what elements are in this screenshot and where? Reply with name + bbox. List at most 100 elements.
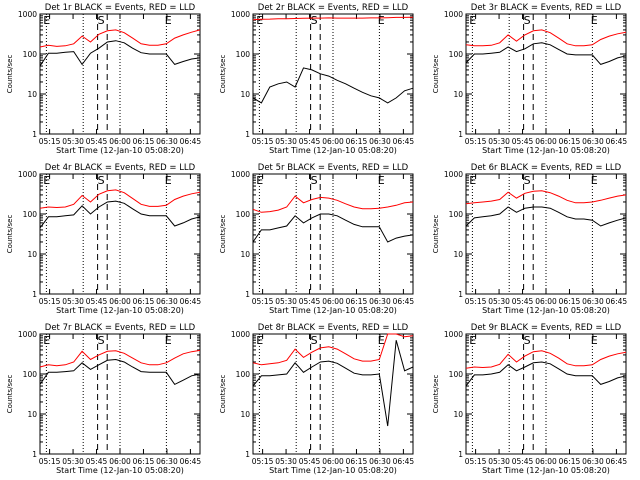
y-tick-label: 1000 — [18, 170, 37, 179]
y-tick-label: 10 — [27, 90, 37, 99]
x-tick-label: 06:00 — [535, 137, 557, 146]
x-tick-label: 06:45 — [180, 457, 202, 466]
y-tick-label: 10 — [240, 90, 250, 99]
x-tick-label: 06:30 — [369, 137, 391, 146]
x-tick-label: 06:30 — [156, 137, 178, 146]
y-tick-label: 10 — [240, 250, 250, 259]
x-tick-label: 06:15 — [346, 137, 368, 146]
events-series-line — [252, 213, 414, 243]
x-tick-label: 06:00 — [322, 297, 344, 306]
y-tick-label: 100 — [236, 210, 251, 219]
marker-label: E — [43, 14, 50, 27]
x-axis-label: Start Time (12-Jan-10 05:08:20) — [269, 466, 397, 475]
panel-title: Det 5r BLACK = Events, RED = LLD — [258, 163, 409, 173]
x-tick-label: 06:00 — [322, 137, 344, 146]
lld-series-line — [252, 333, 414, 366]
marker-label: S — [98, 14, 105, 27]
x-tick-label: 06:15 — [133, 297, 155, 306]
y-tick-label: 1000 — [231, 330, 250, 339]
y-tick-label: 1000 — [18, 330, 37, 339]
marker-label: S — [311, 334, 318, 347]
events-series-line — [465, 206, 627, 227]
y-tick-label: 10 — [27, 410, 37, 419]
y-axis-label: Counts/sec — [6, 375, 14, 414]
y-tick-label: 100 — [449, 50, 464, 59]
y-tick-label: 1 — [32, 290, 37, 299]
y-axis-label: Counts/sec — [432, 375, 440, 414]
y-tick-label: 1 — [245, 130, 250, 139]
y-tick-label: 100 — [449, 210, 464, 219]
x-axis-label: Start Time (12-Jan-10 05:08:20) — [269, 146, 397, 155]
x-tick-label: 05:30 — [275, 457, 297, 466]
panel-title: Det 4r BLACK = Events, RED = LLD — [45, 163, 196, 173]
x-tick-label: 05:15 — [465, 457, 487, 466]
x-tick-label: 05:15 — [465, 137, 487, 146]
x-tick-label: 06:00 — [109, 137, 131, 146]
x-tick-label: 05:15 — [252, 457, 274, 466]
x-tick-label: 06:45 — [180, 137, 202, 146]
marker-label: S — [98, 334, 105, 347]
y-tick-label: 1000 — [444, 10, 463, 19]
lld-series-line — [465, 29, 627, 47]
x-tick-label: 06:00 — [109, 457, 131, 466]
x-tick-label: 06:30 — [582, 457, 604, 466]
lld-series-line — [252, 16, 414, 21]
x-tick-label: 06:30 — [369, 457, 391, 466]
x-tick-label: 05:30 — [488, 297, 510, 306]
x-tick-label: 05:15 — [39, 457, 61, 466]
x-tick-label: 05:45 — [86, 457, 108, 466]
y-axis-label: Counts/sec — [432, 55, 440, 94]
panel-det-7: Det 7r BLACK = Events, RED = LLD 1 10 100 10… — [6, 323, 201, 475]
marker-label: E — [256, 174, 263, 187]
x-axis-label: Start Time (12-Jan-10 05:08:20) — [56, 466, 184, 475]
lld-series-line — [465, 350, 627, 369]
x-tick-label: 06:45 — [393, 457, 415, 466]
events-series-line — [465, 361, 627, 387]
x-tick-label: 06:15 — [346, 457, 368, 466]
lld-series-line — [39, 349, 201, 368]
x-tick-label: 05:30 — [62, 297, 84, 306]
y-tick-label: 100 — [23, 50, 38, 59]
y-tick-label: 1 — [245, 450, 250, 459]
x-tick-label: 06:45 — [606, 137, 628, 146]
x-tick-label: 05:45 — [299, 297, 321, 306]
y-tick-label: 1 — [458, 130, 463, 139]
x-tick-label: 06:45 — [393, 137, 415, 146]
y-tick-label: 10 — [27, 250, 37, 259]
x-tick-label: 06:15 — [559, 137, 581, 146]
y-axis-label: Counts/sec — [219, 375, 227, 414]
panel-det-5: Det 5r BLACK = Events, RED = LLD 1 10 100 10… — [219, 163, 414, 315]
panel-det-3: Det 3r BLACK = Events, RED = LLD 1 10 100 10… — [432, 3, 627, 155]
x-tick-label: 05:45 — [299, 137, 321, 146]
panel-det-9: Det 9r BLACK = Events, RED = LLD 1 10 100 10… — [432, 323, 627, 475]
x-tick-label: 05:45 — [299, 457, 321, 466]
x-tick-label: 06:00 — [535, 297, 557, 306]
events-series-line — [252, 340, 414, 427]
marker-label: S — [98, 174, 105, 187]
x-tick-label: 06:00 — [109, 297, 131, 306]
marker-label: S — [311, 174, 318, 187]
panel-det-1: Det 1r BLACK = Events, RED = LLD 1 10 100 10… — [6, 3, 201, 155]
panel-title: Det 1r BLACK = Events, RED = LLD — [45, 3, 196, 13]
x-axis-label: Start Time (12-Jan-10 05:08:20) — [482, 146, 610, 155]
panel-det-6: Det 6r BLACK = Events, RED = LLD 1 10 100 10… — [432, 163, 627, 315]
x-tick-label: 05:30 — [62, 137, 84, 146]
x-tick-label: 06:15 — [559, 457, 581, 466]
marker-label: E — [165, 14, 172, 27]
y-tick-label: 100 — [449, 370, 464, 379]
marker-label: E — [43, 174, 50, 187]
marker-label: S — [524, 334, 531, 347]
x-tick-label: 05:45 — [512, 457, 534, 466]
panel-det-8: Det 8r BLACK = Events, RED = LLD 1 10 100 10… — [219, 323, 414, 475]
events-series-line — [39, 200, 201, 229]
y-axis-label: Counts/sec — [219, 215, 227, 254]
y-tick-label: 10 — [240, 410, 250, 419]
x-tick-label: 06:30 — [369, 297, 391, 306]
x-tick-label: 06:45 — [180, 297, 202, 306]
x-axis-label: Start Time (12-Jan-10 05:08:20) — [269, 306, 397, 315]
panel-title: Det 2r BLACK = Events, RED = LLD — [258, 3, 409, 13]
y-tick-label: 1 — [32, 450, 37, 459]
marker-label: E — [165, 334, 172, 347]
x-tick-label: 05:45 — [512, 297, 534, 306]
